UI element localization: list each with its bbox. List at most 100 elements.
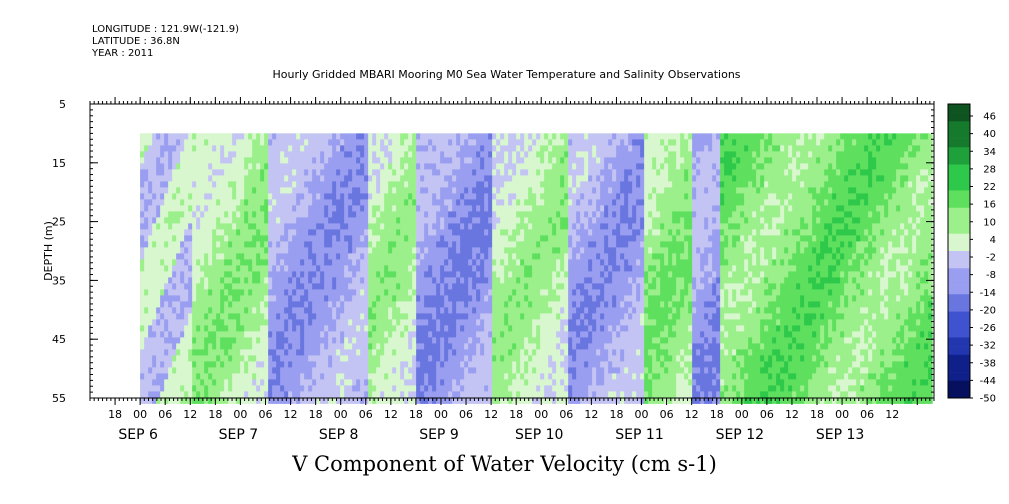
heatmap-cell <box>224 187 229 194</box>
heatmap-cell <box>252 229 257 236</box>
heatmap-cell <box>264 139 269 146</box>
heatmap-cell <box>404 217 409 224</box>
heatmap-cell <box>336 301 341 308</box>
heatmap-cell <box>284 253 289 260</box>
heatmap-cell <box>292 265 297 272</box>
heatmap-cell <box>516 169 521 176</box>
heatmap-cell <box>192 169 197 176</box>
heatmap-cell <box>288 253 293 260</box>
heatmap-cell <box>284 385 289 392</box>
heatmap-cell <box>292 307 297 314</box>
heatmap-cell <box>292 319 297 326</box>
heatmap-cell <box>228 133 233 140</box>
heatmap-cell <box>576 175 581 182</box>
heatmap-cell <box>340 265 345 272</box>
heatmap-cell <box>296 259 301 266</box>
heatmap-cell <box>488 163 493 170</box>
heatmap-cell <box>388 385 393 392</box>
heatmap-cell <box>548 289 553 296</box>
heatmap-cell <box>248 307 253 314</box>
heatmap-cell <box>468 307 473 314</box>
heatmap-cell <box>488 265 493 272</box>
heatmap-cell <box>484 289 489 296</box>
heatmap-cell <box>244 367 249 374</box>
heatmap-cell <box>228 229 233 236</box>
heatmap-cell <box>528 181 533 188</box>
heatmap-cell <box>156 295 161 302</box>
heatmap-cell <box>188 217 193 224</box>
heatmap-cell <box>468 175 473 182</box>
heatmap-cell <box>420 217 425 224</box>
heatmap-cell <box>352 187 357 194</box>
heatmap-cell <box>176 169 181 176</box>
heatmap-cell <box>500 295 505 302</box>
heatmap-cell <box>376 133 381 140</box>
heatmap-cell <box>196 175 201 182</box>
heatmap-cell <box>156 283 161 290</box>
heatmap-cell <box>184 241 189 248</box>
heatmap-cell <box>376 175 381 182</box>
heatmap-cell <box>248 139 253 146</box>
heatmap-cell <box>168 259 173 266</box>
heatmap-cell <box>400 139 405 146</box>
heatmap-cell <box>380 367 385 374</box>
heatmap-cell <box>468 385 473 392</box>
heatmap-cell <box>516 295 521 302</box>
heatmap-cell <box>224 397 229 404</box>
heatmap-cell <box>444 217 449 224</box>
heatmap-cell <box>380 379 385 386</box>
heatmap-cell <box>388 361 393 368</box>
heatmap-cell <box>172 229 177 236</box>
heatmap-cell <box>484 301 489 308</box>
heatmap-cell <box>220 253 225 260</box>
heatmap-cell <box>208 277 213 284</box>
heatmap-cell <box>464 211 469 218</box>
heatmap-cell <box>212 319 217 326</box>
heatmap-cell <box>184 355 189 362</box>
heatmap-cell <box>500 175 505 182</box>
heatmap-cell <box>532 187 537 194</box>
heatmap-cell <box>544 211 549 218</box>
heatmap-cell <box>564 163 569 170</box>
heatmap-cell <box>260 289 265 296</box>
heatmap-cell <box>288 139 293 146</box>
heatmap-cell <box>232 331 237 338</box>
heatmap-cell <box>480 295 485 302</box>
heatmap-cell <box>168 205 173 212</box>
heatmap-cell <box>180 343 185 350</box>
heatmap-cell <box>160 331 165 338</box>
heatmap-cell <box>412 325 417 332</box>
heatmap-cell <box>452 337 457 344</box>
heatmap-cell <box>356 205 361 212</box>
heatmap-cell <box>464 217 469 224</box>
heatmap-cell <box>316 337 321 344</box>
heatmap-cell <box>520 151 525 158</box>
heatmap-cell <box>268 343 273 350</box>
heatmap-cell <box>296 169 301 176</box>
heatmap-cell <box>268 187 273 194</box>
heatmap-cell <box>328 139 333 146</box>
heatmap-cell <box>432 355 437 362</box>
heatmap-cell <box>156 235 161 242</box>
heatmap-cell <box>388 151 393 158</box>
heatmap-cell <box>164 337 169 344</box>
heatmap-cell <box>196 145 201 152</box>
heatmap-cell <box>184 157 189 164</box>
heatmap-cell <box>320 271 325 278</box>
heatmap-cell <box>328 337 333 344</box>
heatmap-cell <box>164 187 169 194</box>
heatmap-cell <box>352 199 357 206</box>
heatmap-cell <box>412 397 417 404</box>
heatmap-cell <box>260 331 265 338</box>
heatmap-cell <box>296 325 301 332</box>
heatmap-cell <box>276 373 281 380</box>
heatmap-cell <box>184 211 189 218</box>
heatmap-cell <box>144 199 149 206</box>
heatmap-cell <box>280 259 285 266</box>
heatmap-cell <box>324 349 329 356</box>
heatmap-cell <box>240 271 245 278</box>
heatmap-cell <box>348 385 353 392</box>
heatmap-cell <box>324 259 329 266</box>
heatmap-cell <box>480 157 485 164</box>
heatmap-cell <box>176 151 181 158</box>
